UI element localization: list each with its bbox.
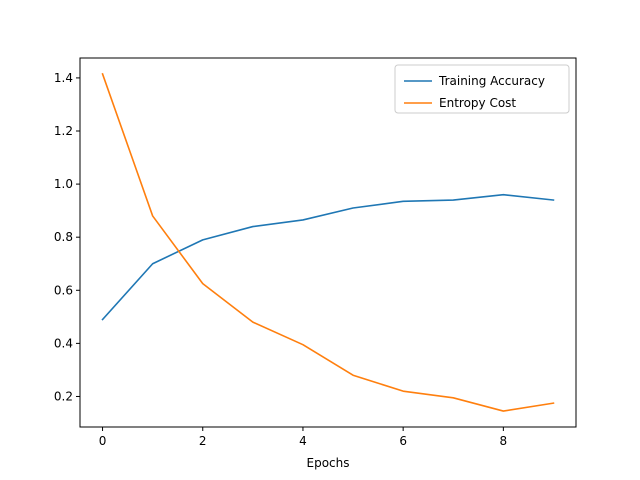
series-line-training-accuracy: [101, 193, 555, 321]
x-tick-label: 0: [99, 434, 107, 448]
legend-box: [394, 64, 570, 114]
y-tick-label: 1.0: [54, 177, 73, 191]
legend: Training Accuracy Entropy Cost: [394, 64, 570, 114]
series-line-entropy-cost: [101, 72, 555, 412]
y-tick-label: 1.4: [54, 71, 73, 85]
x-axis-label: Epochs: [307, 456, 350, 470]
legend-label-entropy-cost: Entropy Cost: [439, 96, 516, 110]
legend-label-training-accuracy: Training Accuracy: [438, 74, 545, 88]
x-tick-label: 2: [199, 434, 207, 448]
y-tick-label: 1.2: [54, 124, 73, 138]
y-tick-label: 0.4: [54, 336, 73, 350]
x-tick-label: 8: [500, 434, 508, 448]
y-tick-label: 0.6: [54, 283, 73, 297]
y-tick-label: 0.8: [54, 230, 73, 244]
x-tick-label: 6: [399, 434, 407, 448]
plot-frame: [79, 57, 577, 428]
y-tick-label: 0.2: [54, 389, 73, 403]
x-tick-label: 4: [299, 434, 307, 448]
x-axis: 0 2 4 6 8: [99, 427, 507, 448]
series-layer: [101, 72, 555, 412]
y-axis: 0.2 0.4 0.6 0.8 1.0 1.2 1.4: [54, 71, 80, 403]
